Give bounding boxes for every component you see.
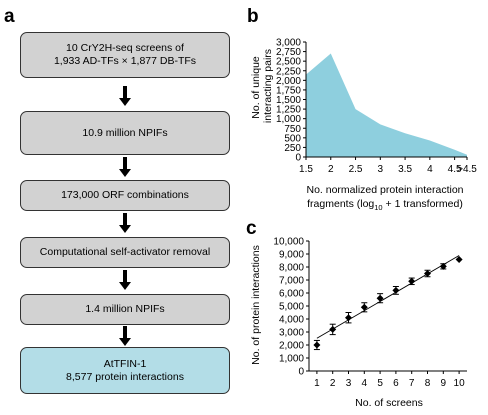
chart-b-ylabel: No. of unique interacting pairs	[250, 49, 274, 123]
step-self-activator-box: Computational self-activator removal	[20, 237, 230, 268]
chart-b-area	[306, 53, 467, 157]
chart-b-ytick-label: 250	[284, 143, 301, 154]
chart-c-xtick-label: 2	[330, 378, 336, 389]
down-arrow-icon	[119, 326, 131, 346]
chart-b-xtick-label: 3.5	[398, 164, 412, 175]
chart-b-xlabel-pre: fragments (log	[307, 198, 374, 210]
chart-b-ylabel-line2: interacting pairs	[262, 49, 274, 123]
chart-b-ylabel-line1: No. of unique	[250, 56, 262, 119]
step-orf-box: 173,000 ORF combinations	[20, 180, 230, 211]
chart-b-xtick-label: 1.5	[299, 164, 313, 175]
chart-c-ytick-label: 5,000	[279, 302, 304, 313]
chart-c-point	[376, 294, 384, 302]
chart-b-ytick-label: 500	[284, 133, 301, 144]
panel-a-label: a	[4, 6, 15, 27]
chart-c-point	[424, 270, 431, 277]
step-filtered-npifs-line1: 1.4 million NPIFs	[85, 303, 165, 315]
chart-c-xtick-label: 8	[425, 378, 431, 389]
step-self-activator-line1: Computational self-activator removal	[39, 246, 211, 258]
chart-b-xlabel-line2: fragments (log10 + 1 transformed)	[307, 198, 463, 212]
panel-b-label: b	[247, 6, 259, 27]
chart-b-ytick-label: 0	[295, 153, 301, 164]
chart-c-xtick-label: 4	[362, 378, 368, 389]
chart-b-ytick-label: 1,750	[276, 85, 301, 96]
chart-c-ytick-label: 3,000	[279, 328, 304, 339]
chart-b-ytick-label: 2,500	[276, 57, 301, 68]
down-arrow-icon	[119, 157, 131, 177]
chart-b-xtick-label: 4	[427, 164, 433, 175]
step-npifs-line1: 10.9 million NPIFs	[82, 126, 168, 139]
chart-b-xtick-label: >4.5	[457, 164, 477, 175]
down-arrow-icon	[119, 213, 131, 233]
chart-b-ytick-label: 1,250	[276, 105, 301, 116]
chart-b-ytick-label: 1,500	[276, 95, 301, 106]
step-attfin-box: AtTFIN-1 8,577 protein interactions	[20, 347, 230, 394]
chart-b-xlabel-line1: No. normalized protein interaction	[307, 184, 464, 196]
panel-c-label: c	[246, 218, 257, 239]
chart-b-xlabel-post: + 1 transformed)	[383, 198, 463, 210]
chart-c-point	[345, 314, 352, 322]
chart-c-ylabel: No. of protein interactions	[250, 245, 262, 365]
chart-c-ytick-label: 10,000	[273, 237, 304, 248]
step-screens-box: 10 CrY2H-seq screens of 1,933 AD-TFs × 1…	[20, 32, 230, 78]
chart-b-ytick-label: 1,000	[276, 114, 301, 125]
step-npifs-box: 10.9 million NPIFs	[20, 111, 230, 155]
step-screens-line2: 1,933 AD-TFs × 1,877 DB-TFs	[53, 55, 197, 67]
chart-c-ytick-label: 0	[298, 367, 304, 378]
chart-b-ytick-label: 750	[284, 124, 301, 135]
chart-b-xlabel-sub: 10	[374, 203, 382, 212]
step-attfin-line2: 8,577 protein interactions	[66, 370, 184, 383]
chart-c-point	[313, 341, 321, 349]
chart-b-xtick-label: 3	[378, 164, 384, 175]
chart-c-ytick-label: 8,000	[279, 263, 304, 274]
chart-b-xtick-label: 2.5	[349, 164, 363, 175]
chart-c-ytick-label: 4,000	[279, 315, 304, 326]
chart-c-point	[329, 325, 337, 333]
chart-c-point	[408, 277, 416, 285]
chart-c-xtick-label: 5	[377, 378, 383, 389]
chart-c-xlabel: No. of screens	[355, 397, 423, 409]
chart-c-point	[439, 262, 447, 270]
step-filtered-npifs-box: 1.4 million NPIFs	[20, 294, 230, 325]
step-screens-line1: 10 CrY2H-seq screens of	[66, 42, 184, 54]
chart-b-ytick-label: 2,000	[276, 76, 301, 87]
chart-c-xtick-label: 1	[314, 378, 320, 389]
chart-c-xtick-label: 3	[346, 378, 352, 389]
chart-c-ytick-label: 1,000	[279, 354, 304, 365]
chart-c-xtick-label: 6	[393, 378, 399, 389]
chart-c-xtick-label: 10	[454, 378, 466, 389]
down-arrow-icon	[119, 86, 131, 106]
chart-c-fit-line	[316, 255, 460, 339]
down-arrow-icon	[119, 270, 131, 290]
chart-c-ytick-label: 2,000	[279, 341, 304, 352]
chart-c-point	[455, 255, 463, 263]
chart-c-ytick-label: 6,000	[279, 289, 304, 300]
chart-c-point	[392, 286, 400, 294]
chart-b-xtick-label: 2	[328, 164, 334, 175]
chart-b-ytick-label: 3,000	[276, 38, 301, 49]
chart-c-ytick-label: 7,000	[279, 276, 304, 287]
chart-c-ytick-label: 9,000	[279, 250, 304, 261]
chart-c-xtick-label: 7	[409, 378, 415, 389]
chart-b-xtick-label: 4.5	[448, 164, 462, 175]
chart-c-point	[360, 303, 368, 311]
step-attfin-line1: AtTFIN-1	[103, 357, 147, 370]
step-orf-line1: 173,000 ORF combinations	[61, 189, 189, 201]
chart-b-ytick-label: 2,250	[276, 66, 301, 77]
chart-b-ytick-label: 2,750	[276, 47, 301, 58]
chart-c-xtick-label: 9	[441, 378, 447, 389]
